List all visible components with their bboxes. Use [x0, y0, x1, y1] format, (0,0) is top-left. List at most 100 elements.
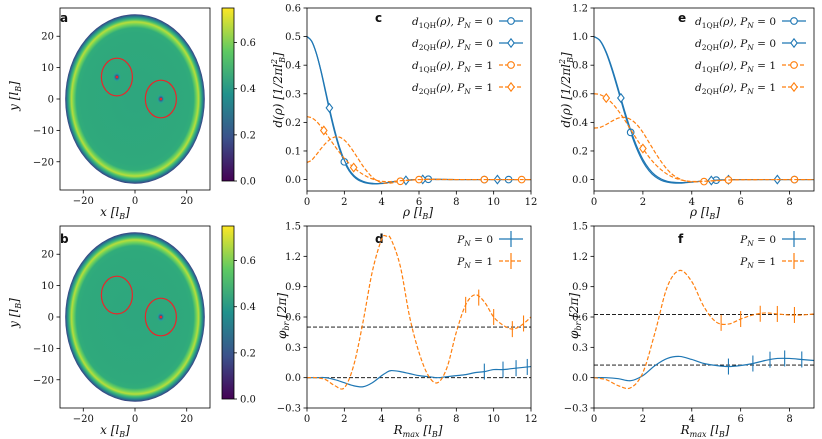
- colorbar-tick-label-b: 0.0: [240, 395, 256, 406]
- axes-frame-d: [306, 225, 532, 409]
- panel-label-a: a: [60, 11, 68, 25]
- xtick-label-a: −20: [73, 196, 94, 207]
- legend-label-e-2: d1QH(ρ), PN = 1: [695, 60, 776, 74]
- series-line-f-0: [594, 355, 814, 382]
- xtick-label-d: 8: [453, 414, 459, 425]
- ytick-label-b: 20: [41, 250, 54, 261]
- series-line-e-0: [594, 36, 814, 184]
- ytick-label-d: 0.3: [285, 343, 301, 354]
- axes-frame-c: [306, 7, 532, 192]
- xtick-label-a: 20: [180, 196, 193, 207]
- ytick-label-e: 1.0: [572, 32, 588, 43]
- series-line-c-3: [307, 116, 531, 183]
- ytick-label-c: 0.2: [285, 118, 301, 129]
- ytick-label-d: 0.0: [285, 373, 301, 384]
- density-disk: [65, 14, 205, 184]
- panel-label-d: d: [375, 232, 384, 246]
- ytick-label-e: 0.4: [572, 118, 588, 129]
- ytick-label-f: 0.9: [572, 282, 588, 293]
- xlabel-b: x [lB]: [100, 423, 130, 439]
- xtick-label-d: 6: [416, 414, 422, 425]
- ytick-label-d: 1.2: [285, 252, 301, 263]
- data-marker-e-3-1: [638, 143, 647, 154]
- hole-center-dot-0: [115, 75, 119, 79]
- xlabel-d: Rmax [lB]: [393, 423, 443, 439]
- xtick-label-e: 8: [786, 197, 792, 208]
- ytick-label-c: 0.6: [285, 4, 301, 15]
- xtick-label-e: 6: [737, 197, 743, 208]
- ytick-label-e: 0.8: [572, 61, 588, 72]
- axes-frame-e: [593, 7, 815, 192]
- colorbar-tick-label-a: 0.4: [240, 84, 256, 95]
- series-line-c-2: [307, 136, 531, 184]
- data-marker-c-3-1: [349, 162, 358, 173]
- plot-area-e: [594, 36, 814, 186]
- legend-marker-e-0: [790, 17, 798, 25]
- xtick-label-d: 4: [378, 414, 384, 425]
- ytick-label-e: 0.6: [572, 89, 588, 100]
- legend-marker-e-3: [790, 81, 798, 93]
- xtick-label-f: 2: [640, 414, 646, 425]
- legend-label-c-3: d2QH(ρ), PN = 1: [412, 82, 493, 96]
- ylabel-c: d(ρ) [1/2πl2B]: [270, 52, 287, 128]
- xtick-label-c: 8: [453, 197, 459, 208]
- ytick-label-c: 0.5: [285, 32, 301, 43]
- data-marker-c-1-0: [325, 102, 334, 114]
- colorbar-tick-label-a: 0.0: [240, 177, 256, 188]
- series-line-d-1: [307, 234, 531, 390]
- series-line-d-0: [307, 365, 531, 388]
- xtick-label-a: 0: [132, 196, 138, 207]
- ylabel-a: y [lB]: [7, 81, 23, 112]
- xlabel-f: Rmax [lB]: [680, 423, 730, 439]
- data-marker-c-3-0: [319, 125, 328, 136]
- ytick-label-e: 1.2: [572, 4, 588, 15]
- ytick-label-f: 1.5: [572, 222, 588, 233]
- ytick-label-d: −0.3: [277, 404, 301, 415]
- series-line-f-1: [594, 269, 814, 390]
- xtick-label-f: 4: [689, 414, 695, 425]
- colorbar-tick-label-b: 0.4: [240, 302, 256, 313]
- red-circle-0: [100, 57, 134, 97]
- ytick-label-e: 0.2: [572, 146, 588, 157]
- panel-label-c: c: [375, 11, 382, 25]
- legend-label-c-1: d2QH(ρ), PN = 0: [412, 38, 493, 52]
- xtick-label-e: 4: [689, 197, 695, 208]
- legend-label-f-1: PN = 1: [739, 256, 776, 270]
- ytick-label-c: 0.0: [285, 175, 301, 186]
- xtick-label-b: 20: [180, 414, 193, 425]
- ylabel-b: y [lB]: [7, 298, 23, 329]
- ytick-label-a: −10: [33, 126, 54, 137]
- red-circle-1: [144, 297, 177, 337]
- xtick-label-c: 2: [341, 197, 347, 208]
- legend-label-e-3: d2QH(ρ), PN = 1: [695, 82, 776, 96]
- ytick-label-a: 20: [41, 32, 54, 43]
- density-disk: [65, 232, 205, 402]
- xtick-label-c: 10: [487, 197, 500, 208]
- xtick-label-e: 2: [640, 197, 646, 208]
- legend-label-d-0: PN = 0: [456, 234, 493, 248]
- legend-marker-c-0: [507, 17, 515, 25]
- panel-label-e: e: [678, 11, 686, 25]
- xtick-label-f: 6: [737, 414, 743, 425]
- ytick-label-d: 0.9: [285, 282, 301, 293]
- xtick-label-f: 0: [591, 414, 597, 425]
- ytick-label-f: −0.3: [564, 404, 588, 415]
- xtick-label-c: 0: [304, 197, 310, 208]
- ytick-label-a: 0: [48, 95, 54, 106]
- ytick-label-f: 0.6: [572, 313, 588, 324]
- ylabel-d: φbr [2π]: [275, 293, 291, 339]
- xtick-label-b: −20: [73, 414, 94, 425]
- xtick-label-e: 0: [591, 197, 597, 208]
- xlabel-a: x [lB]: [100, 205, 130, 221]
- legend-marker-c-2: [507, 61, 515, 69]
- ytick-label-e: 0.0: [572, 175, 588, 186]
- hole-center-dot-1: [159, 97, 163, 101]
- xtick-label-c: 6: [416, 197, 422, 208]
- ytick-label-f: 0.0: [572, 373, 588, 384]
- panel-label-f: f: [678, 232, 684, 246]
- legend-label-c-0: d1QH(ρ), PN = 0: [412, 16, 493, 30]
- legend-label-e-0: d1QH(ρ), PN = 0: [695, 16, 776, 30]
- ytick-label-c: 0.4: [285, 61, 301, 72]
- xlabel-c: ρ [lB]: [402, 205, 433, 221]
